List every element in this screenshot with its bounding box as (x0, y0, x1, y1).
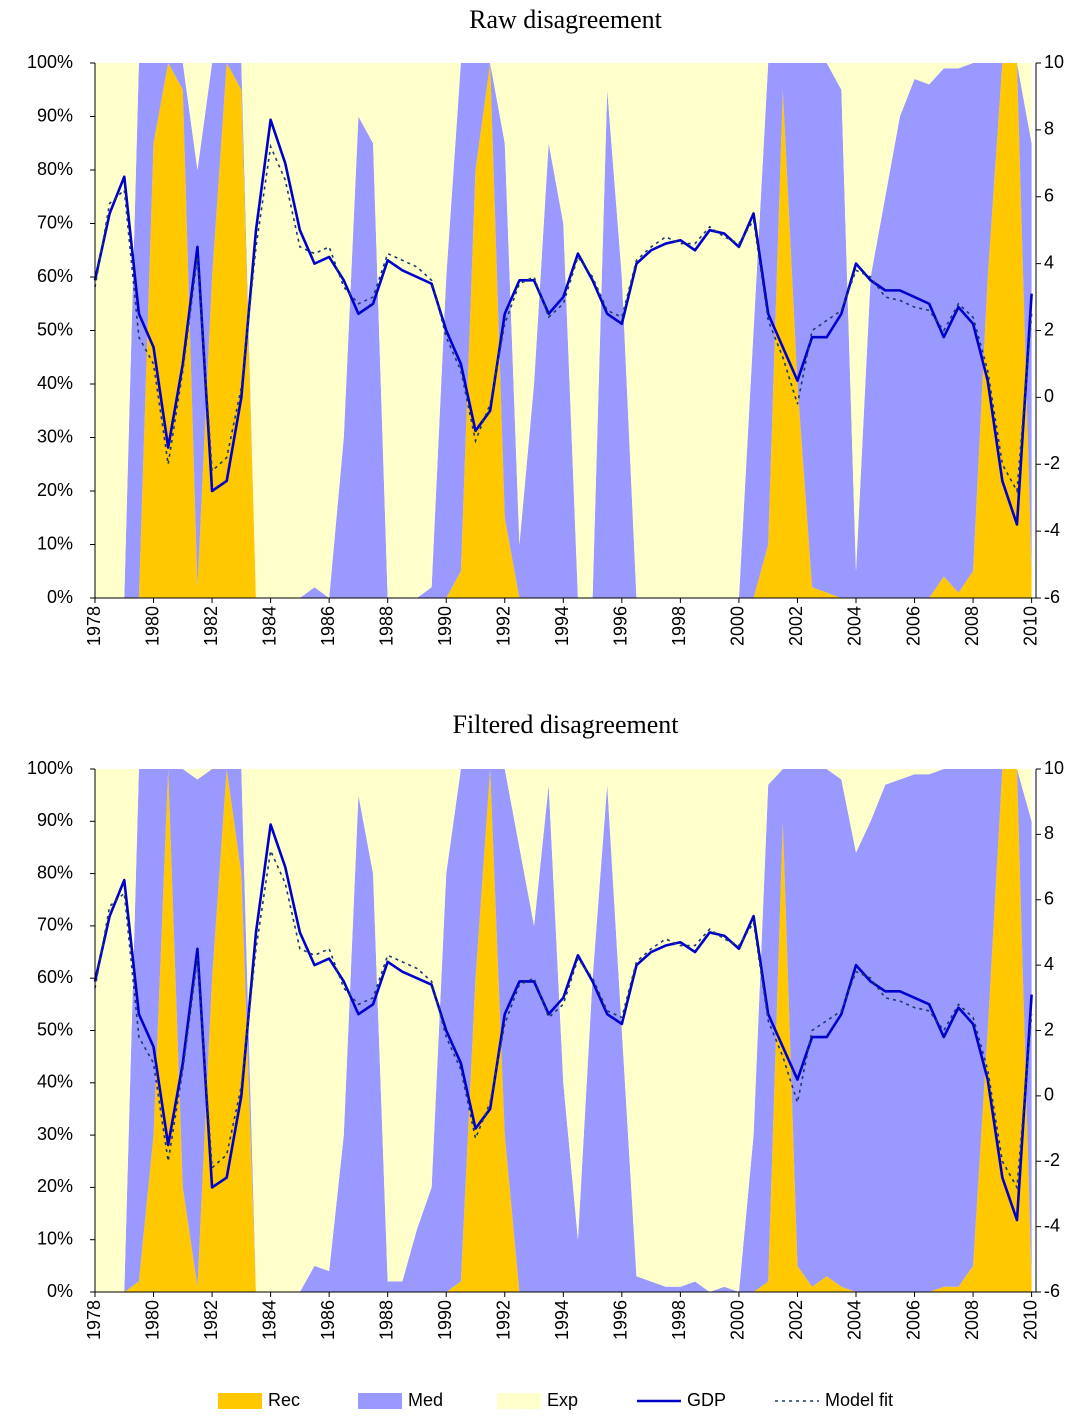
legend-swatch (497, 1393, 541, 1409)
x-tick-label: 1998 (669, 606, 689, 646)
x-tick-label: 1992 (494, 606, 514, 646)
legend-swatch (358, 1393, 402, 1409)
x-tick-label: 2010 (1020, 606, 1040, 646)
chart-title: Filtered disagreement (453, 710, 680, 739)
y-tick-label: 50% (37, 319, 73, 339)
y2-tick-label: 2 (1044, 319, 1054, 339)
y2-tick-label: -2 (1044, 1150, 1060, 1170)
x-tick-label: 2002 (786, 1300, 806, 1340)
x-tick-label: 1990 (435, 1300, 455, 1340)
legend-label: Exp (547, 1390, 578, 1410)
x-tick-label: 2004 (845, 1300, 865, 1340)
y2-tick-label: 10 (1044, 758, 1064, 778)
x-tick-label: 1984 (259, 1300, 279, 1340)
x-tick-label: 1980 (142, 1300, 162, 1340)
x-tick-label: 1978 (84, 1300, 104, 1340)
y2-tick-label: -4 (1044, 1215, 1060, 1235)
y2-tick-label: 8 (1044, 823, 1054, 843)
x-tick-label: 1982 (201, 1300, 221, 1340)
y-tick-label: 90% (37, 105, 73, 125)
y-tick-label: 30% (37, 426, 73, 446)
y-tick-label: 20% (37, 480, 73, 500)
x-tick-label: 1988 (376, 1300, 396, 1340)
x-tick-label: 1990 (435, 606, 455, 646)
y-tick-label: 10% (37, 533, 73, 553)
y-tick-label: 90% (37, 810, 73, 830)
y2-tick-label: -6 (1044, 587, 1060, 607)
x-tick-label: 1994 (552, 1300, 572, 1340)
y2-tick-label: 6 (1044, 889, 1054, 909)
y-tick-label: 100% (27, 758, 73, 778)
x-tick-label: 1994 (552, 606, 572, 646)
x-tick-label: 1996 (611, 1300, 631, 1340)
x-tick-label: 1980 (142, 606, 162, 646)
x-tick-label: 2004 (845, 606, 865, 646)
legend-label: Rec (268, 1390, 300, 1410)
x-tick-label: 2006 (903, 1300, 923, 1340)
y-tick-label: 70% (37, 915, 73, 935)
x-tick-label: 2008 (962, 1300, 982, 1340)
area (95, 63, 1032, 598)
x-tick-label: 1978 (84, 606, 104, 646)
y-tick-label: 10% (37, 1228, 73, 1248)
legend-swatch (218, 1393, 262, 1409)
legend-label: Med (408, 1390, 443, 1410)
y-tick-label: 80% (37, 159, 73, 179)
x-tick-label: 2002 (786, 606, 806, 646)
y2-tick-label: 6 (1044, 186, 1054, 206)
x-tick-label: 1998 (669, 1300, 689, 1340)
y-tick-label: 40% (37, 373, 73, 393)
x-tick-label: 2010 (1020, 1300, 1040, 1340)
line (93, 118, 1033, 526)
x-tick-label: 2008 (962, 606, 982, 646)
x-tick-label: 1982 (201, 606, 221, 646)
y-tick-label: 70% (37, 212, 73, 232)
line (93, 823, 1033, 1222)
y2-tick-label: 4 (1044, 252, 1054, 272)
y2-tick-label: -4 (1044, 520, 1060, 540)
x-tick-label: 2000 (728, 1300, 748, 1340)
y-tick-label: 0% (47, 1281, 73, 1301)
x-tick-label: 1984 (259, 606, 279, 646)
y-tick-label: 60% (37, 967, 73, 987)
y-tick-label: 30% (37, 1124, 73, 1144)
x-tick-label: 1988 (376, 606, 396, 646)
y2-tick-label: -2 (1044, 453, 1060, 473)
y-tick-label: 100% (27, 52, 73, 72)
chart-title: Raw disagreement (469, 5, 663, 34)
x-tick-label: 1992 (494, 1300, 514, 1340)
y2-tick-label: 10 (1044, 52, 1064, 72)
y2-tick-label: 0 (1044, 386, 1054, 406)
x-tick-label: 1996 (611, 606, 631, 646)
legend-label: Model fit (825, 1390, 893, 1410)
y-tick-label: 40% (37, 1072, 73, 1092)
y2-tick-label: 8 (1044, 119, 1054, 139)
y-tick-label: 0% (47, 587, 73, 607)
y-tick-label: 60% (37, 266, 73, 286)
area (95, 769, 1032, 1292)
area (95, 63, 1032, 598)
x-tick-label: 1986 (318, 606, 338, 646)
y-tick-label: 50% (37, 1019, 73, 1039)
y2-tick-label: -6 (1044, 1281, 1060, 1301)
x-tick-label: 1986 (318, 1300, 338, 1340)
legend-label: GDP (687, 1390, 726, 1410)
y2-tick-label: 4 (1044, 954, 1054, 974)
y2-tick-label: 2 (1044, 1019, 1054, 1039)
y-tick-label: 20% (37, 1176, 73, 1196)
y-tick-label: 80% (37, 862, 73, 882)
area (95, 769, 1032, 1292)
y2-tick-label: 0 (1044, 1085, 1054, 1105)
x-tick-label: 2006 (903, 606, 923, 646)
area (95, 769, 1032, 1292)
x-tick-label: 2000 (728, 606, 748, 646)
area (95, 63, 1032, 598)
